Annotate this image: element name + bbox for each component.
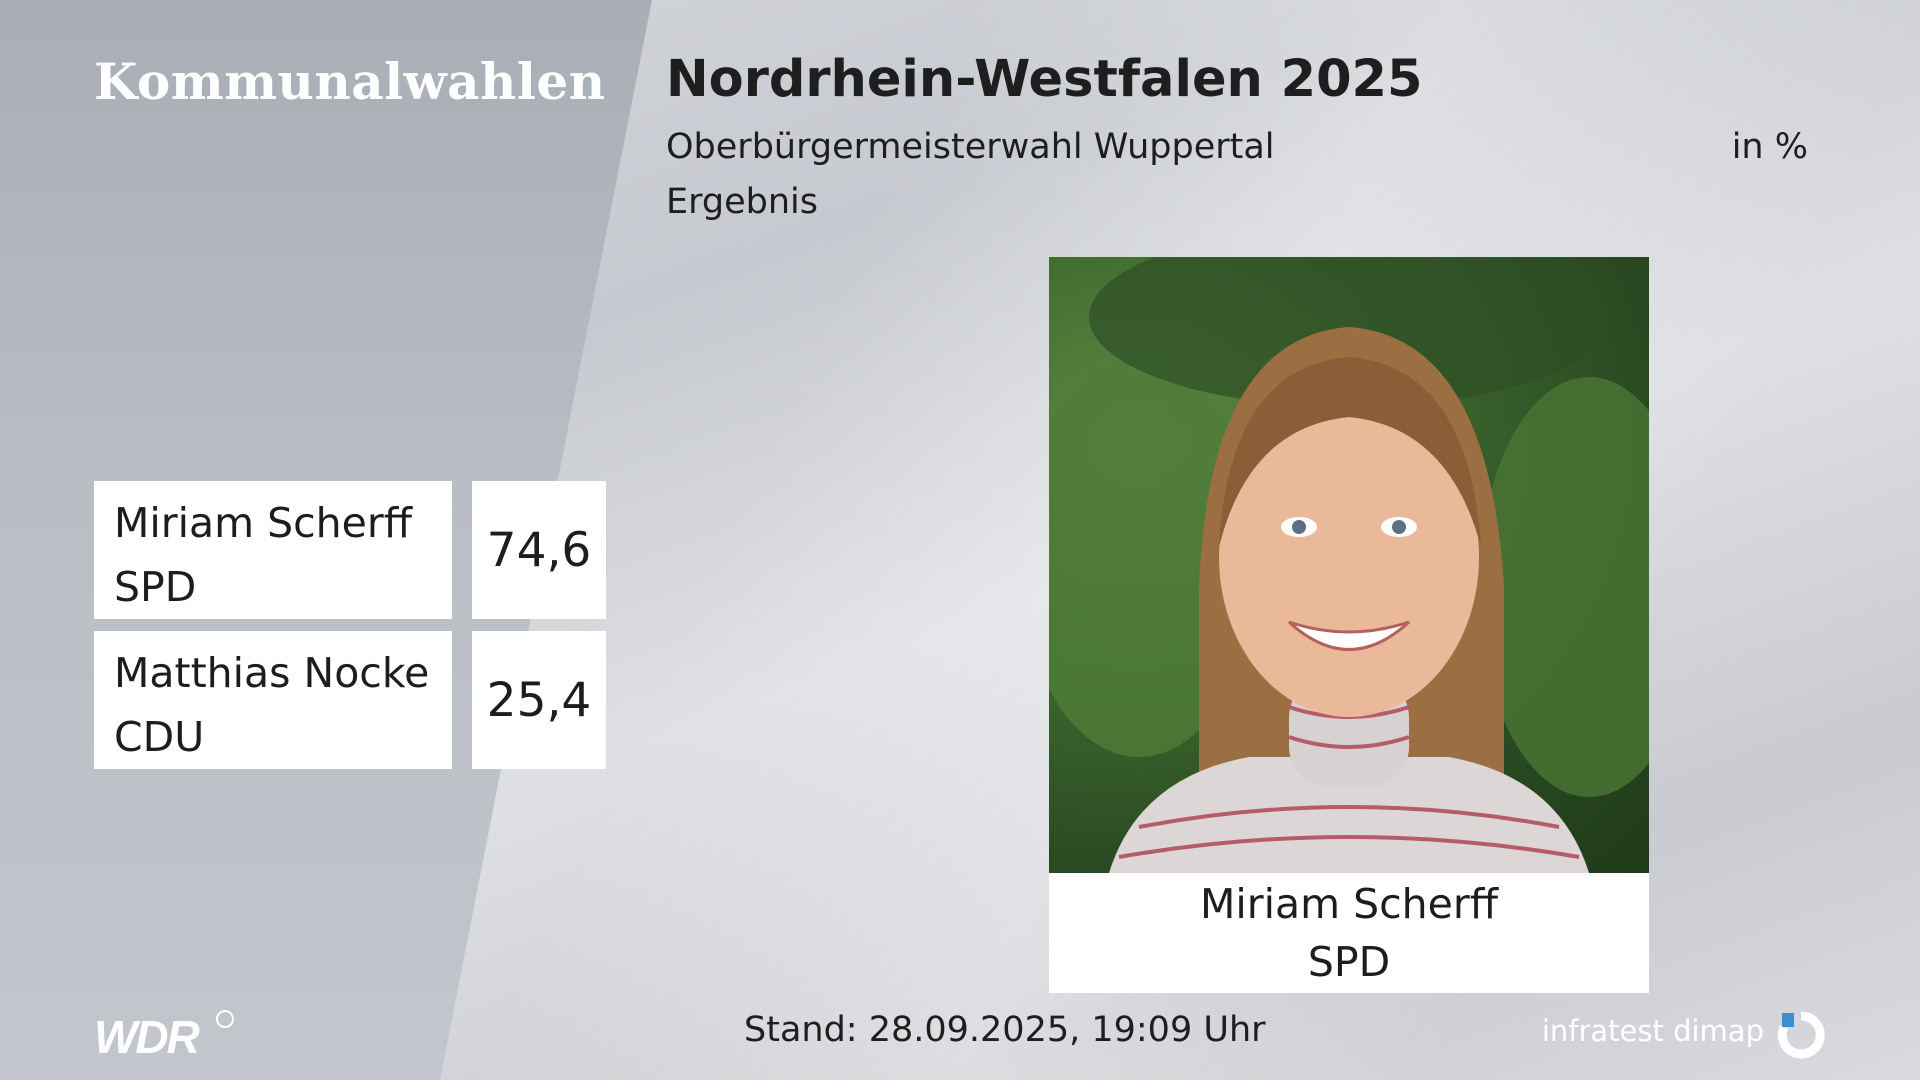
candidate-box: Matthias Nocke CDU [94, 631, 452, 769]
candidate-name: Matthias Nocke [114, 649, 430, 697]
candidate-percentage: 74,6 [472, 481, 606, 619]
broadcaster-mark-icon [216, 1010, 234, 1028]
timestamp: Stand: 28.09.2025, 19:09 Uhr [744, 1010, 1266, 1050]
winner-portrait-photo [1049, 257, 1649, 873]
winner-name: Miriam Scherff [1200, 880, 1498, 928]
brand-title: Kommunalwahlen [94, 52, 606, 111]
candidate-name: Miriam Scherff [114, 499, 412, 547]
result-status-label: Ergebnis [666, 182, 818, 222]
page-title: Nordrhein-Westfalen 2025 [666, 50, 1423, 109]
winner-card: Miriam Scherff SPD [1049, 257, 1649, 993]
unit-label: in % [1731, 127, 1808, 167]
portrait-illustration [1049, 257, 1649, 873]
pollster-logo-icon [1777, 1011, 1825, 1059]
candidate-box: Miriam Scherff SPD [94, 481, 452, 619]
wdr-logo: WDR [94, 1011, 200, 1063]
winner-party: SPD [1307, 938, 1391, 986]
candidate-percentage: 25,4 [472, 631, 606, 769]
pollster-logo-text: infratest dimap [1541, 1014, 1764, 1048]
candidate-party: SPD [114, 563, 197, 611]
candidate-party: CDU [114, 713, 205, 761]
election-subtitle: Oberbürgermeisterwahl Wuppertal [666, 127, 1275, 167]
